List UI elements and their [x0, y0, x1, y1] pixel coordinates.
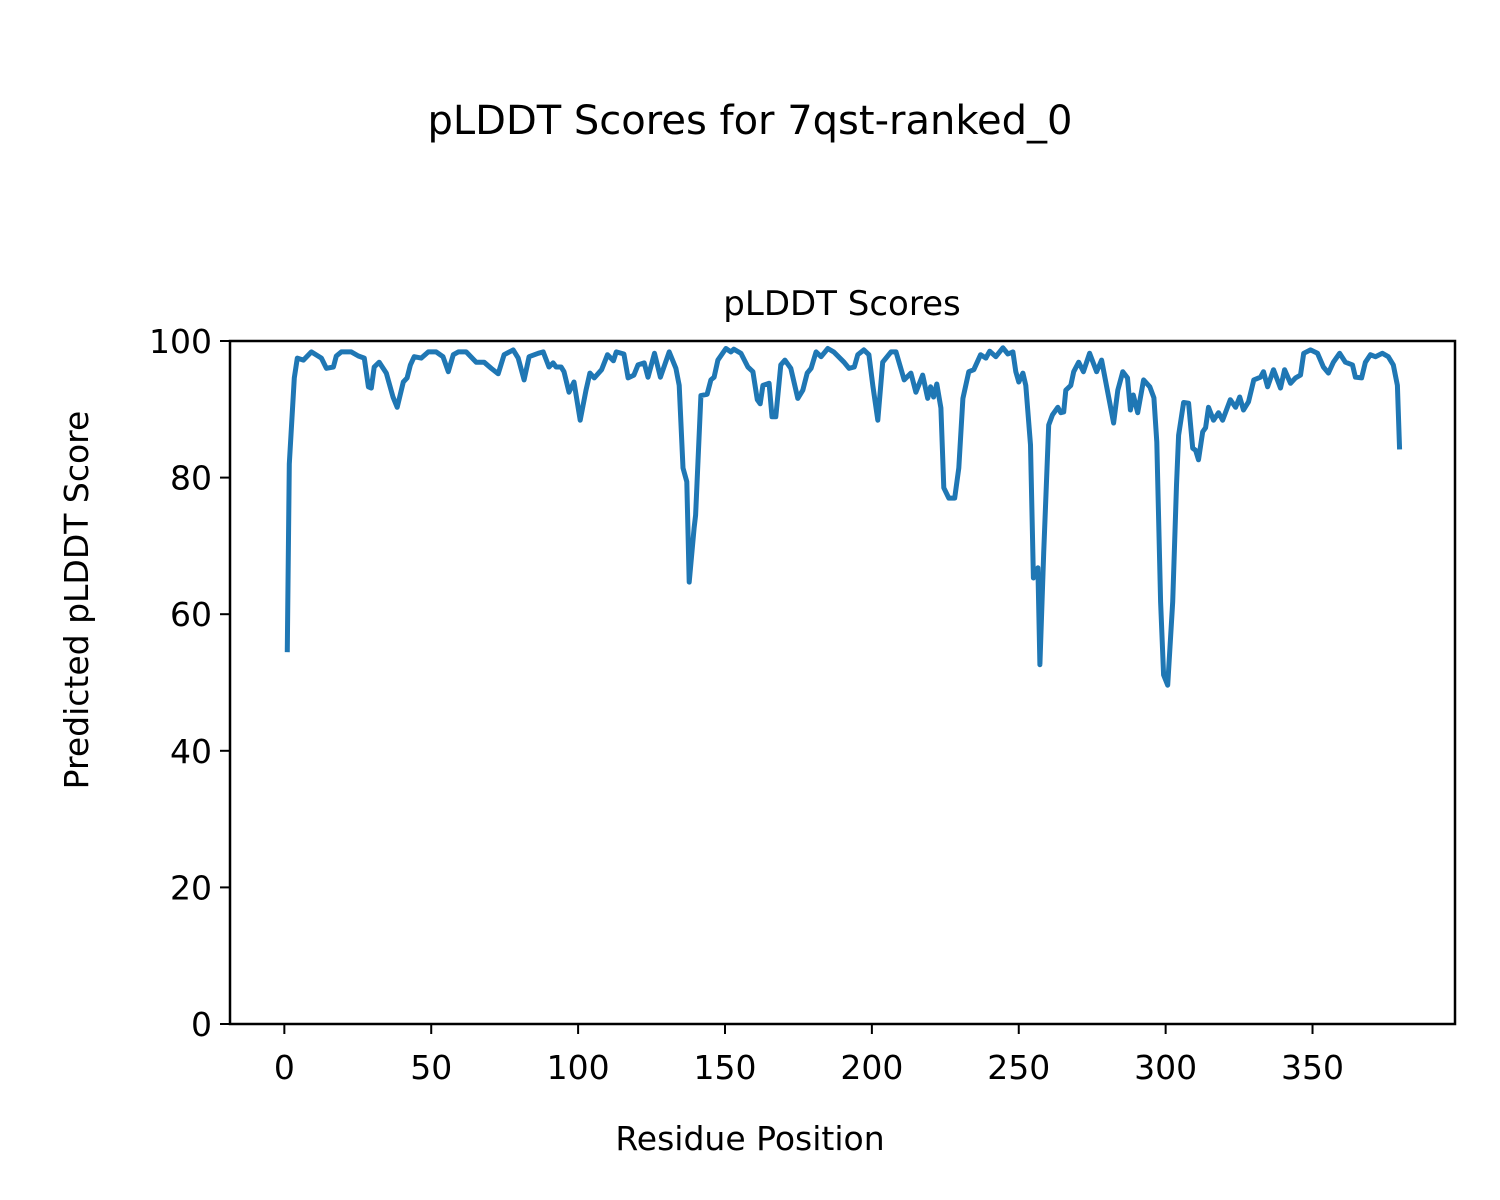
y-tick-label: 20: [170, 868, 212, 907]
y-tick-label: 0: [191, 1005, 212, 1044]
x-tick-label: 250: [987, 1048, 1050, 1087]
x-axis-label: Residue Position: [615, 1119, 884, 1158]
y-tick-label: 60: [170, 595, 212, 634]
x-tick-label: 150: [693, 1048, 756, 1087]
axes-title: pLDDT Scores: [723, 284, 960, 324]
x-tick-label: 0: [274, 1048, 295, 1087]
y-tick-label: 80: [170, 459, 212, 498]
y-axis-label: Predicted pLDDT Score: [57, 411, 96, 790]
series-line-plddt: [284, 345, 1403, 688]
y-tick-label: 100: [149, 322, 212, 361]
x-tick-label: 200: [840, 1048, 903, 1087]
x-tick-label: 50: [410, 1048, 452, 1087]
x-tick-label: 100: [547, 1048, 610, 1087]
figure-title: pLDDT Scores for 7qst-ranked_0: [427, 98, 1072, 144]
axes-frame: [228, 339, 1457, 1026]
y-tick-label: 40: [170, 732, 212, 771]
x-tick-label: 350: [1281, 1048, 1344, 1087]
x-tick-label: 300: [1134, 1048, 1197, 1087]
axis-ticks: 0 50 100 150 200 250 300 350 0 20 40 60 80 100: [149, 322, 1344, 1087]
